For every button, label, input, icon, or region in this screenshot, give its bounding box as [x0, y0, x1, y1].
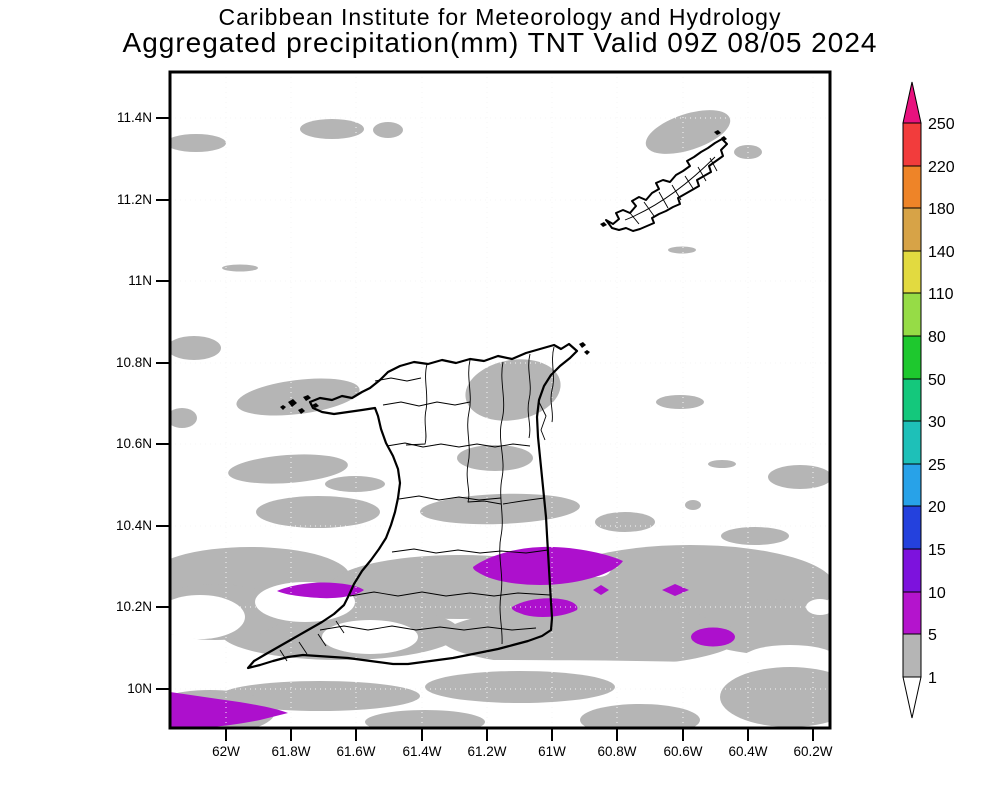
colorbar-segment — [902, 505, 922, 550]
figure-title-line1: Caribbean Institute for Meteorology and … — [218, 4, 782, 30]
colorbar-label: 20 — [928, 499, 946, 516]
colorbar-segment — [902, 207, 922, 252]
lon-label: 60.2W — [793, 744, 832, 759]
colorbar-segment — [902, 165, 922, 209]
lon-label: 60.6W — [663, 744, 702, 759]
lat-label: 11.2N — [117, 192, 152, 207]
colorbar-segment — [902, 463, 922, 507]
colorbar-label: 180 — [928, 201, 955, 218]
trinidad-admin-boundaries — [279, 346, 555, 662]
lon-label: 61.6W — [336, 744, 375, 759]
colorbar-segment — [902, 633, 922, 678]
lat-axis-labels: 11.4N 11.2N 11N 10.8N 10.6N 10.4N 10.2N … — [116, 110, 152, 696]
lat-label: 10.2N — [116, 599, 152, 614]
trinidad-coastline — [246, 342, 579, 670]
lat-label: 10.6N — [116, 436, 152, 451]
colorbar-label: 10 — [928, 585, 946, 602]
lat-label: 10.4N — [116, 518, 152, 533]
colorbar-label: 25 — [928, 457, 946, 474]
lat-label: 10.8N — [116, 355, 152, 370]
colorbar-arrow-bottom — [902, 676, 922, 719]
colorbar-label: 220 — [928, 159, 955, 176]
colorbar-label: 110 — [928, 286, 954, 303]
colorbar-arrow-top — [902, 81, 922, 124]
lon-label: 61.4W — [402, 744, 441, 759]
lon-axis-labels: 62W 61.8W 61.6W 61.4W 61.2W 61W 60.8W 60… — [212, 744, 833, 759]
map-frame — [168, 70, 832, 730]
colorbar-segment — [902, 250, 922, 294]
precip-shade-5-10mm — [170, 546, 735, 728]
lat-label: 11N — [128, 273, 152, 288]
colorbar-label: 15 — [928, 542, 946, 559]
colorbar-segment — [902, 335, 922, 380]
colorbar-label: 80 — [928, 329, 946, 346]
colorbar-label: 1 — [928, 670, 937, 687]
lon-label: 61.8W — [271, 744, 310, 759]
colorbar-segment — [902, 420, 922, 465]
lat-axis — [156, 117, 169, 690]
colorbar: 250 220 180 140 110 80 50 30 25 20 15 10… — [902, 81, 955, 719]
colorbar-segment — [902, 591, 922, 635]
lon-label: 62W — [212, 744, 240, 759]
colorbar-label: 5 — [928, 627, 937, 644]
lon-label: 60.8W — [597, 744, 636, 759]
islets — [280, 130, 727, 414]
lon-axis — [225, 729, 814, 741]
lat-label: 10N — [127, 681, 152, 696]
map-area — [170, 72, 830, 728]
colorbar-segment — [902, 292, 922, 337]
tobago-coastline — [605, 138, 728, 232]
colorbar-segment — [902, 122, 922, 167]
figure-title-line2: Aggregated precipitation(mm) TNT Valid 0… — [122, 27, 878, 58]
colorbar-segment — [902, 378, 922, 422]
lat-label: 11.4N — [117, 110, 152, 125]
colorbar-label: 250 — [928, 116, 955, 133]
tobago-admin-boundaries — [624, 156, 718, 225]
colorbar-label: 140 — [928, 244, 955, 261]
colorbar-label: 30 — [928, 414, 946, 431]
lon-label: 61.2W — [467, 744, 506, 759]
lon-label: 60.4W — [728, 744, 767, 759]
lon-label: 61W — [538, 744, 566, 759]
colorbar-segment — [902, 548, 922, 593]
colorbar-label: 50 — [928, 372, 946, 389]
